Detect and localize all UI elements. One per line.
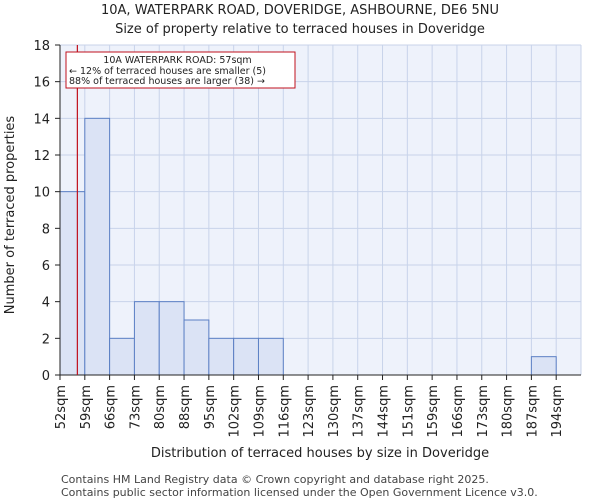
- y-axis-label: Number of terraced properties: [3, 116, 18, 315]
- y-tick-label: 10: [33, 186, 50, 201]
- x-tick-label: 194sqm: [550, 385, 565, 438]
- y-tick-label: 2: [42, 332, 50, 347]
- histogram-bar: [257, 337, 284, 376]
- footer-copyright: Contains HM Land Registry data © Crown c…: [61, 473, 489, 486]
- marker-layer: 10A WATERPARK ROAD: 57sqm← 12% of terrac…: [65, 45, 296, 375]
- chart-subtitle: Size of property relative to terraced ho…: [115, 22, 485, 37]
- x-tick-label: 144sqm: [377, 385, 392, 438]
- y-tick-label: 14: [33, 112, 50, 127]
- histogram-bar: [59, 191, 86, 376]
- x-tick-label: 109sqm: [252, 385, 267, 438]
- histogram-bar: [158, 301, 185, 376]
- x-tick-label: 88sqm: [178, 385, 193, 429]
- x-axis-label: Distribution of terraced houses by size …: [151, 446, 489, 461]
- x-tick-label: 137sqm: [352, 385, 367, 438]
- y-tick-label: 0: [42, 369, 50, 384]
- x-tick-label: 102sqm: [228, 385, 243, 438]
- annotation-box: [65, 51, 296, 89]
- y-tick-label: 6: [42, 259, 50, 274]
- x-tick-label: 159sqm: [426, 385, 441, 438]
- y-tick-label: 16: [33, 76, 50, 91]
- x-tick-label: 52sqm: [54, 385, 69, 429]
- y-tick-label: 4: [42, 296, 50, 311]
- y-tick-label: 12: [33, 149, 50, 164]
- label-layer: Number of terraced properties Distributi…: [3, 116, 489, 461]
- y-tick-label: 8: [42, 222, 50, 237]
- chart-title: 10A, WATERPARK ROAD, DOVERIDGE, ASHBOURN…: [101, 3, 499, 18]
- footer-licence: Contains public sector information licen…: [61, 486, 538, 499]
- x-tick-label: 166sqm: [451, 385, 466, 438]
- histogram-bar: [84, 117, 111, 376]
- y-tick-label: 18: [33, 39, 50, 54]
- histogram-bar: [233, 337, 259, 376]
- x-tick-label: 180sqm: [501, 385, 516, 438]
- x-tick-label: 123sqm: [302, 385, 317, 438]
- annotation-larger: 88% of terraced houses are larger (38) →: [69, 76, 265, 87]
- x-tick-label: 73sqm: [128, 385, 143, 429]
- x-tick-label: 95sqm: [203, 385, 218, 429]
- histogram-bar: [133, 301, 160, 376]
- histogram-bar: [183, 319, 210, 376]
- x-tick-label: 80sqm: [153, 385, 168, 429]
- histogram-bar: [208, 337, 235, 376]
- annotation-title: 10A WATERPARK ROAD: 57sqm: [103, 55, 251, 66]
- x-tick-label: 59sqm: [79, 385, 94, 429]
- x-tick-label: 173sqm: [476, 385, 491, 438]
- x-tick-label: 130sqm: [327, 385, 342, 438]
- axis-layer: 0 2 4 6 8 10 12 14 16 18 52sqm 59sqm 66sqm 73sqm 80sqm…: [33, 39, 581, 438]
- x-tick-label: 151sqm: [401, 385, 416, 438]
- histogram-bar: [109, 337, 135, 376]
- x-tick-label: 116sqm: [277, 385, 292, 438]
- x-tick-label: 66sqm: [104, 385, 119, 429]
- x-tick-label: 187sqm: [525, 385, 540, 438]
- annotation-smaller: ← 12% of terraced houses are smaller (5): [69, 66, 266, 77]
- histogram-bar: [530, 356, 557, 376]
